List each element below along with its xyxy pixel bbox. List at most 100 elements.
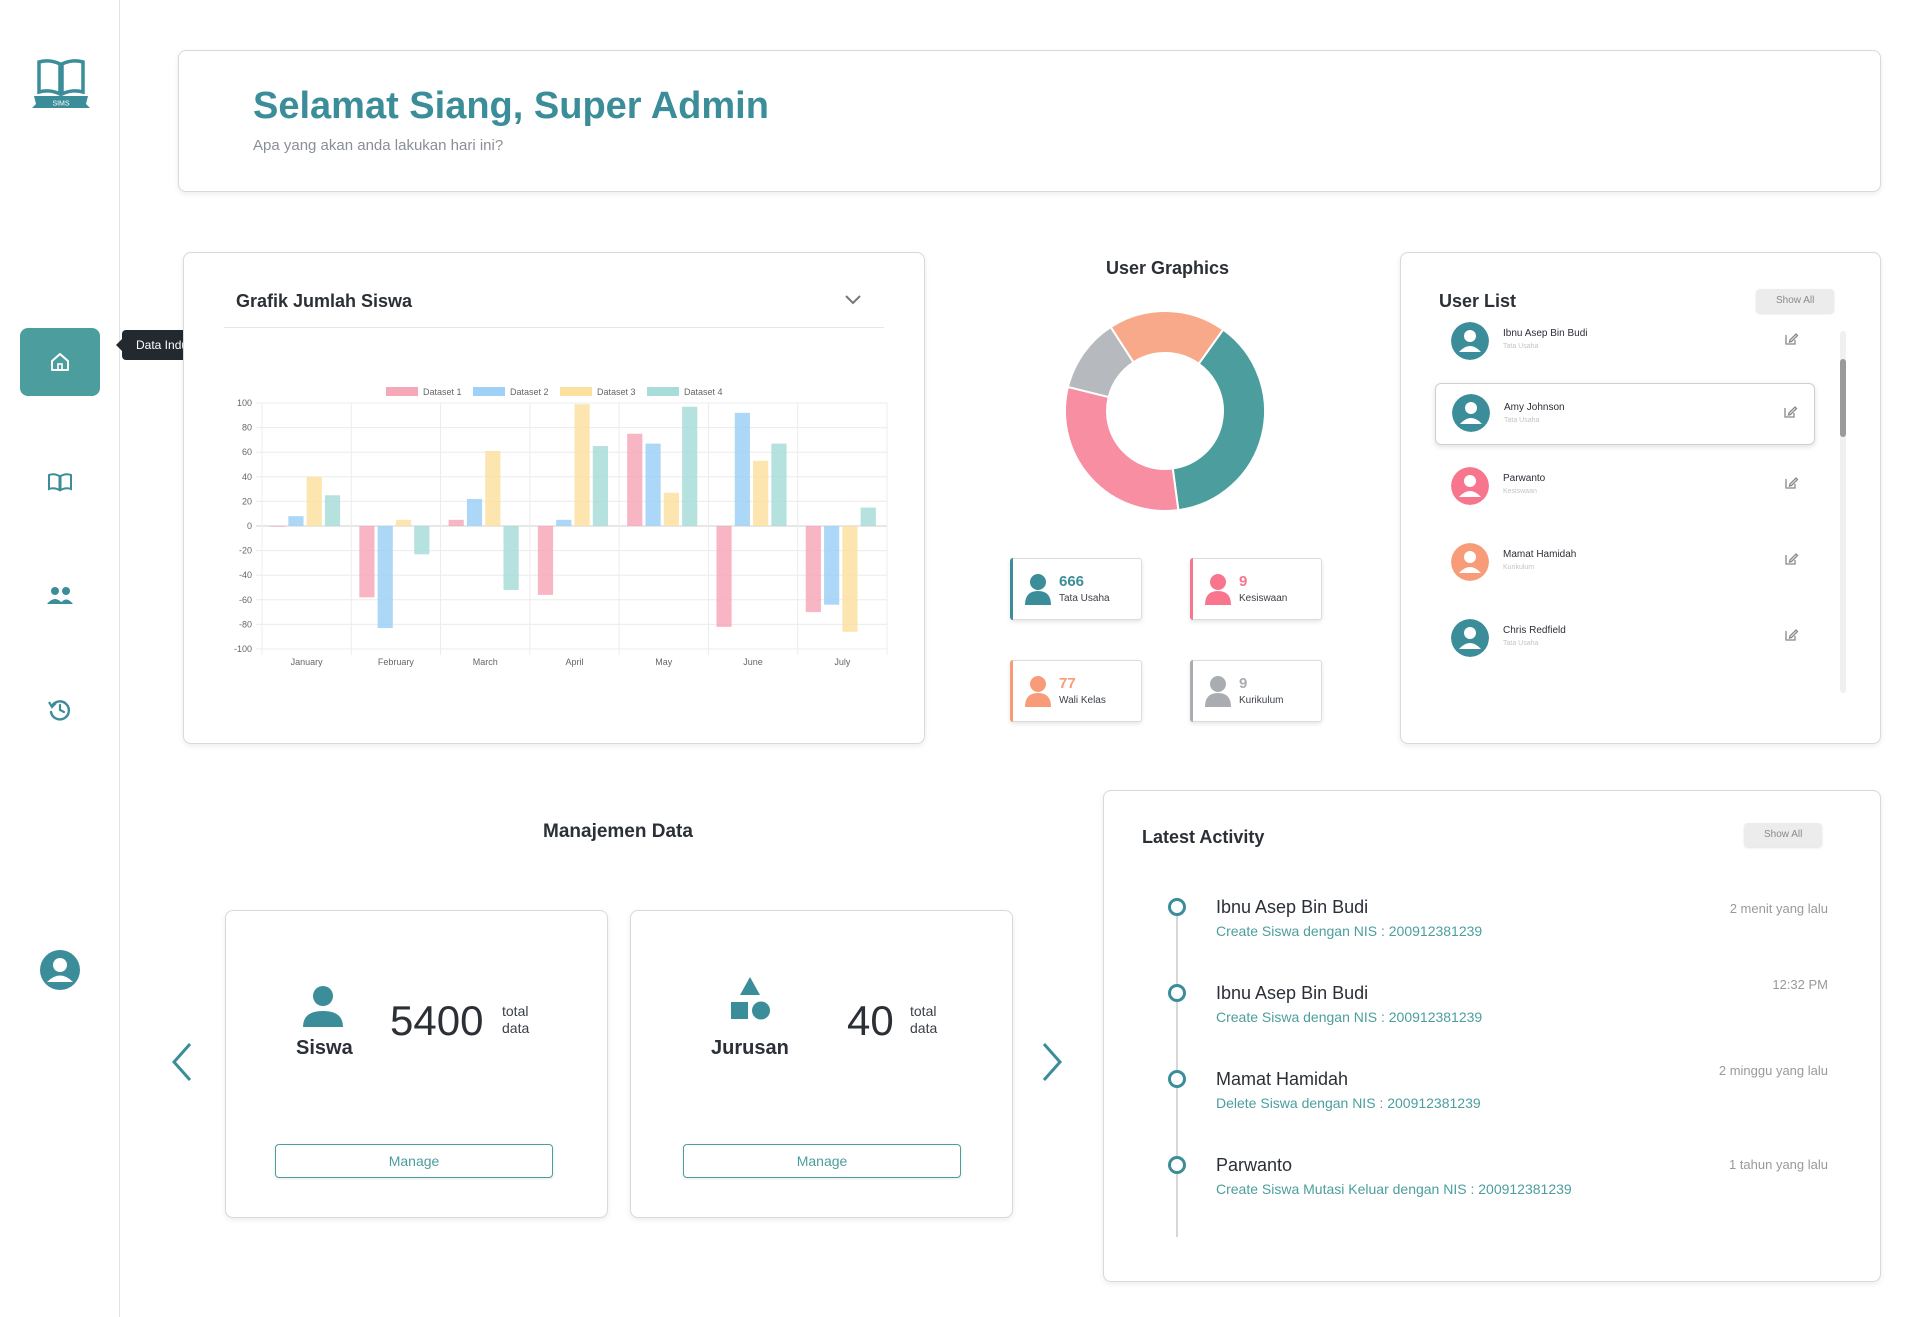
x-tick-label: January — [291, 657, 324, 667]
user-circle-icon — [40, 950, 80, 990]
person-icon — [1205, 574, 1231, 605]
chevron-right-icon[interactable] — [1038, 1040, 1066, 1084]
bar-dataset-1 — [716, 526, 732, 627]
bar-chart: 100 80 60 40 20 0 -20 -40 -60 -80 -100 January Febru… — [234, 387, 888, 667]
user-name: Mamat Hamidah — [1503, 549, 1577, 560]
person-icon — [1025, 676, 1051, 707]
legend-swatch — [560, 387, 592, 396]
scrollbar-track[interactable] — [1840, 331, 1846, 693]
stat-wali-kelas[interactable]: 77 Wali Kelas — [1010, 660, 1142, 722]
y-tick-label: -80 — [239, 619, 252, 629]
stat-count: 666 — [1059, 573, 1085, 590]
bar-dataset-1 — [448, 519, 464, 526]
logo-text: SIMS — [52, 101, 69, 108]
manage-siswa-button[interactable]: Manage — [275, 1144, 553, 1178]
user-list-item[interactable]: Mamat Hamidah Kurikulum — [1435, 535, 1815, 597]
y-tick-label: 80 — [242, 423, 252, 433]
bar-dataset-3 — [485, 450, 501, 526]
user-list-item[interactable]: Chris Redfield Tata Usaha — [1435, 611, 1815, 673]
history-icon — [48, 700, 71, 721]
users-icon — [47, 587, 73, 604]
logo[interactable]: SIMS — [30, 56, 92, 116]
activity-show-all-button[interactable]: Show All — [1744, 823, 1823, 847]
stat-count: 77 — [1059, 675, 1076, 692]
data-card-total-label: total data — [502, 1003, 529, 1037]
user-list-title: User List — [1439, 291, 1517, 311]
y-tick-label: 40 — [242, 472, 252, 482]
legend-swatch — [647, 387, 679, 396]
bar-dataset-2 — [824, 526, 840, 605]
bar-dataset-3 — [663, 492, 679, 526]
legend-label: Dataset 3 — [597, 387, 636, 397]
timeline-dot — [1168, 1070, 1186, 1088]
total-label-line: total — [502, 1003, 529, 1019]
stat-label: Wali Kelas — [1059, 695, 1106, 706]
activity-description: Create Siswa dengan NIS : 200912381239 — [1216, 923, 1483, 939]
user-name: Ibnu Asep Bin Budi — [1503, 328, 1588, 339]
scrollbar-thumb[interactable] — [1840, 359, 1846, 437]
bar-dataset-1 — [537, 526, 554, 595]
bar-dataset-1 — [627, 433, 643, 526]
user-list-show-all-button[interactable]: Show All — [1756, 289, 1835, 313]
home-icon — [51, 353, 69, 371]
welcome-header: Selamat Siang, Super Admin Apa yang akan… — [178, 50, 1881, 192]
latest-activity-card: Latest Activity Show All Ibnu Asep Bin B… — [1103, 790, 1881, 1282]
chevron-left-icon[interactable] — [168, 1040, 196, 1084]
edit-icon[interactable] — [1783, 475, 1799, 491]
y-tick-label: 0 — [247, 521, 252, 531]
data-card-count: 40 — [847, 997, 894, 1044]
user-list-item[interactable]: Parwanto Kesiswaan — [1435, 459, 1815, 521]
y-tick-label: -20 — [239, 546, 252, 556]
timeline-dot — [1168, 1156, 1186, 1174]
activity-user: Parwanto — [1216, 1155, 1293, 1175]
edit-icon[interactable] — [1783, 627, 1799, 643]
edit-icon[interactable] — [1782, 404, 1798, 420]
user-donut-chart — [1064, 310, 1266, 512]
bar-dataset-1 — [270, 526, 286, 527]
chevron-down-icon[interactable] — [844, 293, 862, 307]
book-logo-icon: SIMS — [32, 59, 90, 108]
activity-user: Ibnu Asep Bin Budi — [1216, 897, 1369, 917]
total-label-line: data — [910, 1020, 938, 1036]
bar-dataset-1 — [805, 526, 821, 613]
nav-home[interactable] — [20, 328, 100, 396]
bar-dataset-1 — [359, 526, 375, 598]
nav-users[interactable] — [20, 562, 100, 630]
avatar-icon — [1451, 619, 1489, 657]
user-name: Super Admin — [533, 85, 769, 127]
profile-avatar[interactable] — [39, 949, 81, 991]
nav-data-induk[interactable] — [20, 448, 100, 516]
bar-dataset-3 — [753, 460, 769, 526]
stat-kurikulum[interactable]: 9 Kurikulum — [1190, 660, 1322, 722]
person-icon — [303, 986, 343, 1027]
bar-dataset-4 — [324, 495, 341, 526]
edit-icon[interactable] — [1783, 551, 1799, 567]
stat-tata-usaha[interactable]: 666 Tata Usaha — [1010, 558, 1142, 620]
nav-history[interactable] — [20, 676, 100, 744]
bar-dataset-4 — [503, 526, 519, 590]
data-management-title: Manajemen Data — [543, 821, 693, 842]
stat-kesiswaan[interactable]: 9 Kesiswaan — [1190, 558, 1322, 620]
total-label-line: total — [910, 1003, 937, 1019]
activity-time: 1 tahun yang lalu — [1728, 1157, 1828, 1172]
timeline-line — [1176, 901, 1178, 1237]
bar-dataset-2 — [377, 526, 393, 629]
bar-dataset-2 — [556, 519, 572, 526]
legend-label: Dataset 1 — [423, 387, 462, 397]
manage-jurusan-button[interactable]: Manage — [683, 1144, 961, 1178]
bar-dataset-4 — [592, 446, 608, 526]
y-tick-label: 60 — [242, 447, 252, 457]
edit-icon[interactable] — [1783, 331, 1799, 347]
user-graphics-title: User Graphics — [1106, 258, 1230, 278]
bar-dataset-2 — [288, 516, 304, 526]
latest-activity-title: Latest Activity — [1142, 827, 1265, 847]
x-tick-label: May — [655, 657, 673, 667]
data-card-siswa: Siswa 5400 total data Manage — [225, 910, 608, 1218]
bar-dataset-3 — [306, 476, 322, 526]
activity-description: Delete Siswa dengan NIS : 200912381239 — [1216, 1095, 1481, 1111]
x-tick-label: March — [473, 657, 498, 667]
activity-time: 2 minggu yang lalu — [1718, 1063, 1828, 1078]
user-role: Tata Usaha — [1504, 417, 1540, 424]
user-list-item-selected[interactable]: Amy Johnson Tata Usaha — [1435, 383, 1815, 445]
user-list-item[interactable]: Ibnu Asep Bin Budi Tata Usaha — [1435, 307, 1815, 369]
